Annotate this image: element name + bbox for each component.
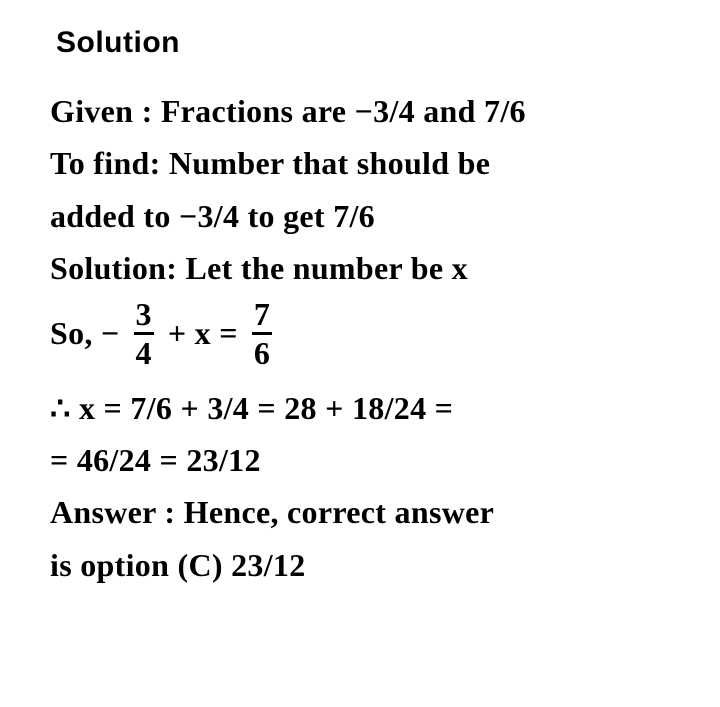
fraction-numerator: 7 (252, 298, 272, 335)
tofind-line-1: To find: Number that should be (50, 140, 690, 186)
fraction-denominator: 6 (252, 335, 272, 369)
calc-line-1: ∴ x = 7/6 + 3/4 = 28 + 18/24 = (50, 385, 690, 431)
solution-page: Solution Given : Fractions are −3/4 and … (0, 0, 720, 707)
handwritten-body: Given : Fractions are −3/4 and 7/6 To fi… (50, 88, 690, 588)
eq-plus-x-equals: + x = (168, 310, 238, 356)
answer-line-1: Answer : Hence, correct answer (50, 489, 690, 535)
tofind-line-2: added to −3/4 to get 7/6 (50, 193, 690, 239)
answer-line-2: is option (C) 23/12 (50, 542, 690, 588)
equation-line: So, − 3 4 + x = 7 6 (50, 298, 690, 369)
calc-line-2: = 46/24 = 23/12 (50, 437, 690, 483)
solution-heading: Solution (56, 26, 690, 60)
fraction-7-over-6: 7 6 (252, 298, 272, 369)
given-line: Given : Fractions are −3/4 and 7/6 (50, 88, 690, 134)
eq-prefix: So, − (50, 310, 120, 356)
fraction-numerator: 3 (134, 298, 154, 335)
solution-let-line: Solution: Let the number be x (50, 245, 690, 291)
fraction-3-over-4: 3 4 (134, 298, 154, 369)
fraction-denominator: 4 (134, 335, 154, 369)
